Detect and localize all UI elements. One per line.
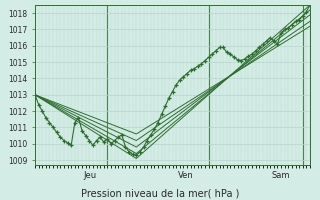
Text: Ven: Ven <box>178 171 194 180</box>
Text: Jeu: Jeu <box>83 171 96 180</box>
Text: Pression niveau de la mer( hPa ): Pression niveau de la mer( hPa ) <box>81 188 239 198</box>
Text: Sam: Sam <box>272 171 291 180</box>
